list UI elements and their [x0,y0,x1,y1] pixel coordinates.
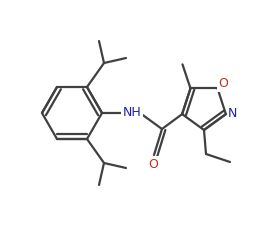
Text: N: N [228,107,237,120]
Text: O: O [219,77,228,90]
Text: O: O [148,158,158,171]
Text: NH: NH [123,106,141,119]
